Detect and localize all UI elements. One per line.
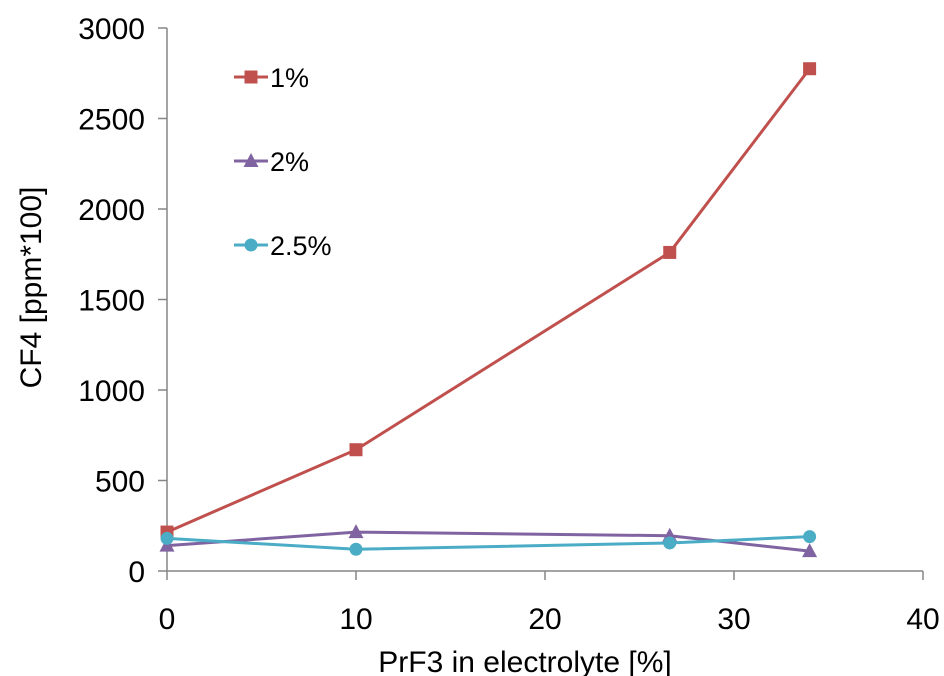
series-line xyxy=(166,530,810,553)
legend-swatch-marker xyxy=(244,70,258,84)
legend-item-2: 2% xyxy=(234,147,309,177)
data-point xyxy=(802,543,818,558)
data-point xyxy=(160,531,174,545)
legend-label: 2.5% xyxy=(270,231,332,261)
x-tick-label: 20 xyxy=(528,603,561,636)
x-tick-label: 10 xyxy=(339,603,372,636)
data-point xyxy=(803,62,817,76)
y-tick-label: 3000 xyxy=(78,13,145,46)
x-tick-label: 30 xyxy=(717,603,750,636)
x-axis-title: PrF3 in electrolyte [%] xyxy=(378,646,671,676)
y-tick-label: 2000 xyxy=(78,194,145,227)
x-tick-label: 0 xyxy=(159,603,176,636)
series-3 xyxy=(160,530,817,556)
legend-item-3: 2.5% xyxy=(234,231,332,261)
y-tick-label: 1000 xyxy=(78,375,145,408)
legend-label: 2% xyxy=(270,147,309,177)
series-line xyxy=(166,67,811,534)
legend-item-1: 1% xyxy=(234,63,309,93)
data-point xyxy=(349,443,363,457)
axes xyxy=(166,28,923,572)
legend-swatch-marker xyxy=(243,153,259,167)
legend: 1% 2% 2.5% xyxy=(234,63,332,261)
series xyxy=(159,62,818,558)
legend-label: 1% xyxy=(270,63,309,93)
data-point xyxy=(348,524,364,539)
y-tick-label: 2500 xyxy=(78,104,145,137)
y-tick-label: 1500 xyxy=(78,285,145,318)
y-axis-title: CF4 [ppm*100] xyxy=(15,187,48,389)
data-point xyxy=(663,245,677,259)
y-tick-label: 0 xyxy=(128,556,145,589)
data-point xyxy=(349,542,363,556)
legend-swatch-marker xyxy=(244,238,258,252)
data-point xyxy=(803,530,817,544)
series-1 xyxy=(160,62,817,539)
ticks: 0 500 1000 1500 2000 2500 3000 0 10 20 30 40 xyxy=(78,13,939,636)
data-point xyxy=(663,536,677,550)
series-line xyxy=(166,535,810,551)
y-tick-label: 500 xyxy=(95,466,145,499)
x-tick-label: 40 xyxy=(906,603,939,636)
